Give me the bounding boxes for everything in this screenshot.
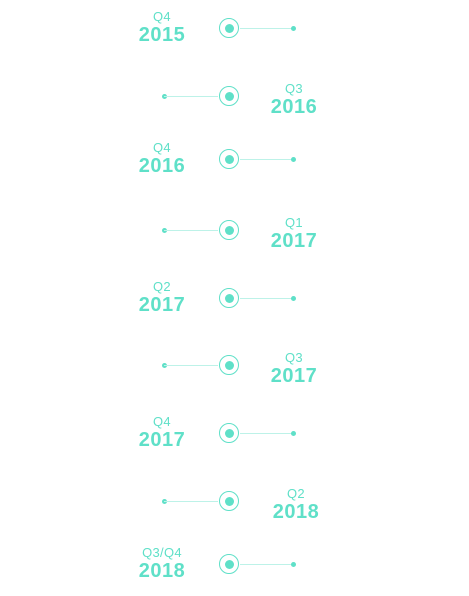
milestone-year: 2017 (270, 365, 318, 387)
milestone-label: Q4 2016 (117, 140, 207, 178)
milestone-year: 2018 (272, 501, 320, 523)
milestone-quarter: Q3 (285, 350, 303, 365)
milestone-label: Q3 2016 (249, 81, 339, 119)
connector-endpoint-icon (291, 25, 296, 31)
milestone-connector-line (164, 229, 218, 231)
milestone-quarter: Q2 (287, 486, 305, 501)
milestone-quarter: Q4 (153, 140, 171, 155)
milestone-dot-icon (219, 86, 239, 106)
milestone-connector-line (164, 500, 218, 502)
connector-endpoint-icon (291, 295, 296, 301)
connector-endpoint-icon (291, 561, 296, 567)
milestone-label: Q3/Q4 2018 (117, 545, 207, 583)
milestone-quarter: Q3/Q4 (142, 545, 182, 560)
milestone-connector-line (164, 364, 218, 366)
milestone-year: 2018 (138, 560, 186, 582)
milestone-quarter: Q3 (285, 81, 303, 96)
milestone-dot-icon (219, 423, 239, 443)
milestone-quarter: Q1 (285, 215, 303, 230)
milestone-year: 2017 (138, 429, 186, 451)
milestone-year: 2017 (138, 294, 186, 316)
milestone-year: 2016 (270, 96, 318, 118)
milestone-connector-line (240, 27, 294, 29)
milestone-connector-line (240, 158, 294, 160)
milestone-connector-line (240, 432, 294, 434)
milestone-connector-line (164, 95, 218, 97)
milestone-connector-line (240, 563, 294, 565)
milestone-connector-line (240, 297, 294, 299)
milestone-quarter: Q2 (153, 279, 171, 294)
milestone-year: 2016 (138, 155, 186, 177)
connector-endpoint-icon (291, 430, 296, 436)
milestone-year: 2015 (138, 24, 186, 46)
milestone-dot-icon (219, 491, 239, 511)
milestone-dot-icon (219, 554, 239, 574)
milestone-dot-icon (219, 220, 239, 240)
milestone-dot-icon (219, 18, 239, 38)
milestone-label: Q4 2017 (117, 414, 207, 452)
milestone-label: Q1 2017 (249, 215, 339, 253)
milestone-dot-icon (219, 355, 239, 375)
connector-endpoint-icon (291, 156, 296, 162)
milestone-label: Q3 2017 (249, 350, 339, 388)
milestone-label: Q4 2015 (117, 9, 207, 47)
milestone-year: 2017 (270, 230, 318, 252)
milestone-dot-icon (219, 288, 239, 308)
milestone-dot-icon (219, 149, 239, 169)
milestone-label: Q2 2017 (117, 279, 207, 317)
milestone-label: Q2 2018 (251, 486, 341, 524)
milestone-quarter: Q4 (153, 414, 171, 429)
milestone-quarter: Q4 (153, 9, 171, 24)
